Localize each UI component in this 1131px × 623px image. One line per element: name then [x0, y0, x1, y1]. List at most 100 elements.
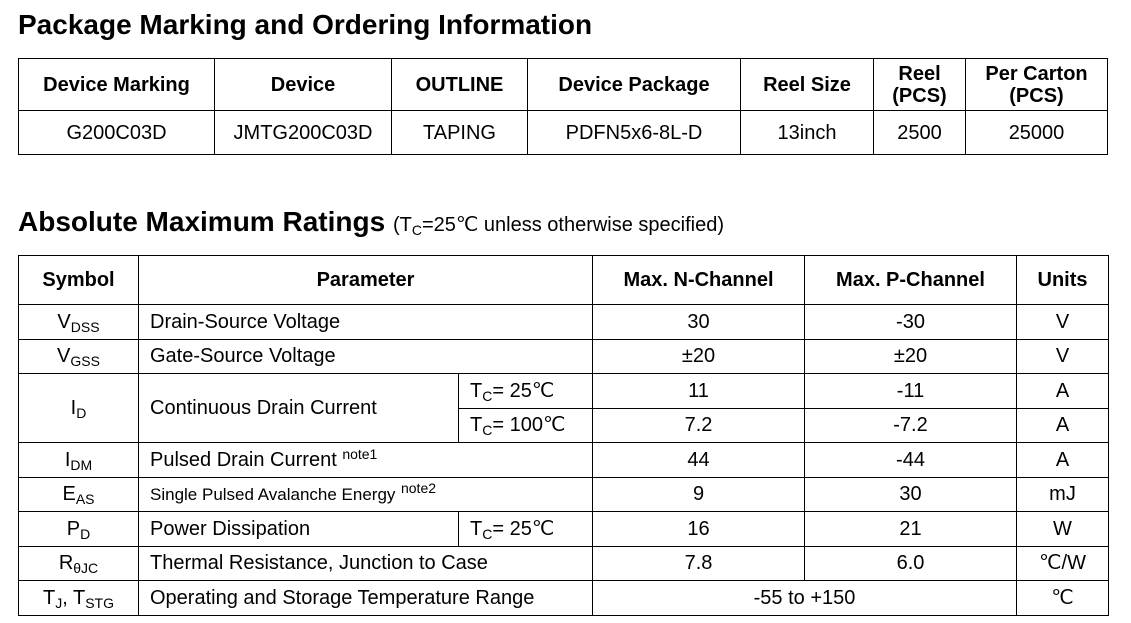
symbol: TJ, TSTG: [18, 580, 139, 616]
note: note2: [400, 480, 437, 497]
condition: TC= 25℃: [458, 511, 593, 547]
cell: TAPING: [391, 110, 528, 155]
n-value: 7.8: [592, 545, 805, 581]
note: note1: [342, 445, 378, 462]
data-row: VDSS Drain-Source Voltage 30 -30 V: [18, 304, 1109, 340]
symbol-base: P: [66, 517, 81, 540]
units: W: [1016, 511, 1109, 547]
header-cell: Reel (PCS): [873, 58, 966, 111]
symbol: RθJC: [18, 545, 139, 581]
cell: JMTG200C03D: [214, 110, 392, 155]
subscript: STG: [85, 594, 114, 611]
p-value: -7.2: [804, 407, 1017, 443]
units: A: [1016, 407, 1109, 443]
condition: TC= 100℃: [458, 407, 593, 443]
subscript: C: [482, 525, 493, 542]
symbol-base: V: [57, 310, 71, 333]
header-row: Symbol Parameter Max. N-Channel Max. P-C…: [18, 255, 1109, 305]
cell: PDFN5x6-8L-D: [527, 110, 741, 155]
n-value: 11: [592, 373, 805, 409]
units: V: [1016, 304, 1109, 340]
section-title-wrap: Absolute Maximum Ratings (TC=25℃ unless …: [18, 206, 725, 238]
subtitle-text: (T: [392, 214, 412, 236]
p-value: -44: [804, 442, 1017, 478]
subscript: D: [80, 525, 91, 542]
header-cell: Max. N-Channel: [592, 255, 805, 305]
units: mJ: [1016, 476, 1109, 512]
header-cell: OUTLINE: [391, 58, 528, 111]
cell: 13inch: [740, 110, 874, 155]
parameter: Power Dissipation: [138, 511, 459, 547]
section-title: Absolute Maximum Ratings: [18, 206, 386, 237]
header-cell: Device Package: [527, 58, 741, 111]
parameter-text: Single Pulsed Avalanche Energy: [150, 485, 396, 505]
units: A: [1016, 442, 1109, 478]
parameter: Continuous Drain Current: [138, 373, 459, 443]
subtitle-text: =25℃ unless otherwise specified): [421, 214, 725, 236]
n-value: 44: [592, 442, 805, 478]
symbol-base: R: [58, 552, 74, 575]
data-row: RθJC Thermal Resistance, Junction to Cas…: [18, 545, 1109, 581]
symbol: VDSS: [18, 304, 139, 340]
data-row: ID Continuous Drain Current TC= 25℃ 11 -…: [18, 373, 1109, 443]
header-cell: Symbol: [18, 255, 139, 305]
symbol-base: I: [64, 448, 71, 471]
units: ℃: [1016, 580, 1109, 616]
parameter: Drain-Source Voltage: [138, 304, 593, 340]
p-value: -30: [804, 304, 1017, 340]
header-cell: Parameter: [138, 255, 593, 305]
subscript: C: [482, 422, 493, 439]
symbol: PD: [18, 511, 139, 547]
subscript: J: [55, 594, 63, 611]
subscript: DSS: [70, 318, 100, 335]
symbol: ID: [18, 373, 139, 443]
header-cell: Units: [1016, 255, 1109, 305]
cell: 2500: [873, 110, 966, 155]
n-value: 7.2: [592, 407, 805, 443]
cell: G200C03D: [18, 110, 215, 155]
header-cell: Per Carton (PCS): [965, 58, 1108, 111]
symbol-base: , T: [62, 586, 86, 609]
data-row: G200C03D JMTG200C03D TAPING PDFN5x6-8L-D…: [18, 110, 1108, 155]
header-cell: Max. P-Channel: [804, 255, 1017, 305]
parameter: Gate-Source Voltage: [138, 338, 593, 374]
subscript: D: [76, 405, 87, 421]
units: V: [1016, 338, 1109, 374]
data-row: EAS Single Pulsed Avalanche Energy note2…: [18, 476, 1109, 512]
symbol-base: V: [57, 345, 71, 368]
subtitle: (TC=25℃ unless otherwise specified): [392, 214, 725, 237]
data-row: TJ, TSTG Operating and Storage Temperatu…: [18, 580, 1109, 616]
n-value: ±20: [592, 338, 805, 374]
range: -55 to +150: [592, 580, 1017, 616]
subscript: AS: [75, 491, 95, 508]
condition-text: = 25℃: [492, 379, 555, 402]
header-row: Device Marking Device OUTLINE Device Pac…: [18, 58, 1108, 111]
data-row: VGSS Gate-Source Voltage ±20 ±20 V: [18, 338, 1109, 374]
n-value: 9: [592, 476, 805, 512]
subscript: θJC: [73, 560, 99, 577]
n-value: 30: [592, 304, 805, 340]
subscript: C: [482, 387, 493, 404]
condition-base: T: [470, 379, 483, 402]
header-cell: Reel Size: [740, 58, 874, 111]
condition-text: = 25℃: [492, 517, 555, 540]
parameter: Single Pulsed Avalanche Energy note2: [138, 476, 593, 512]
ordering-table: Device Marking Device OUTLINE Device Pac…: [18, 58, 1108, 155]
symbol: EAS: [18, 476, 139, 512]
p-value: -11: [804, 373, 1017, 409]
condition: TC= 25℃: [458, 373, 593, 409]
parameter: Operating and Storage Temperature Range: [138, 580, 593, 616]
parameter: Thermal Resistance, Junction to Case: [138, 545, 593, 581]
symbol: VGSS: [18, 338, 139, 374]
p-value: 21: [804, 511, 1017, 547]
data-row: IDM Pulsed Drain Current note1 44 -44 A: [18, 442, 1109, 478]
data-row: PD Power Dissipation TC= 25℃ 16 21 W: [18, 511, 1109, 547]
data-row: TC= 100℃ 7.2 -7.2 A: [19, 407, 1109, 443]
ratings-table: Symbol Parameter Max. N-Channel Max. P-C…: [18, 255, 1109, 616]
symbol-base: T: [43, 586, 56, 609]
symbol-base: I: [70, 397, 77, 419]
symbol-base: E: [62, 483, 76, 506]
section-title: Package Marking and Ordering Information: [18, 9, 593, 40]
subscript: DM: [70, 456, 93, 473]
